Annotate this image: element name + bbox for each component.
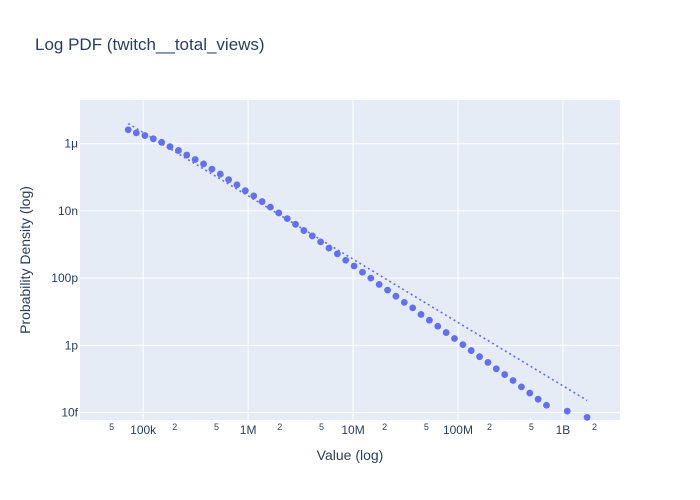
data-point <box>141 132 149 139</box>
data-points-layer <box>124 126 591 421</box>
data-point <box>300 227 308 234</box>
x-tick-label: 5 <box>424 422 429 432</box>
data-point <box>233 181 241 189</box>
y-tick-label: 1p <box>65 338 79 352</box>
data-point <box>451 335 458 342</box>
data-point <box>241 187 249 195</box>
data-point <box>534 395 542 403</box>
y-tick-label: 100p <box>51 271 78 285</box>
data-point <box>367 274 375 282</box>
data-point <box>563 407 571 415</box>
x-tick-label: 5 <box>109 422 114 432</box>
x-tick-label: 2 <box>592 422 597 432</box>
data-point <box>124 126 132 134</box>
data-point <box>400 298 408 306</box>
data-point <box>317 238 325 246</box>
data-point <box>484 359 492 366</box>
data-point <box>258 198 266 205</box>
y-tick-label: 10n <box>58 204 78 218</box>
y-tick-label: 1μ <box>64 137 78 151</box>
data-point <box>359 268 366 276</box>
y-tick-label: 10f <box>61 406 78 420</box>
data-point <box>266 203 274 211</box>
data-point <box>175 147 182 154</box>
data-point <box>434 322 442 330</box>
x-tick-label: 100M <box>443 423 473 437</box>
data-point <box>518 383 525 391</box>
chart-title: Log PDF (twitch__total_views) <box>35 35 265 54</box>
x-tick-label: 2 <box>277 422 282 432</box>
data-point <box>166 143 174 151</box>
data-point <box>200 160 207 168</box>
data-point <box>325 244 333 252</box>
data-point <box>225 176 233 184</box>
data-point <box>191 156 199 163</box>
data-point <box>283 215 291 223</box>
x-tick-label: 1M <box>240 423 257 437</box>
data-point <box>132 129 140 137</box>
x-tick-label: 2 <box>172 422 177 432</box>
x-tick-label: 2 <box>382 422 387 432</box>
x-tick-label: 1B <box>556 423 571 437</box>
data-point <box>509 377 517 384</box>
y-axis-ticks: 10f 1p 100p 10n 1μ <box>51 137 78 420</box>
data-point <box>543 401 550 409</box>
x-tick-label: 5 <box>319 422 324 432</box>
data-point <box>333 250 341 258</box>
x-axis-ticks: 5 100k 2 5 1M 2 5 10M 2 5 100M 2 5 1B 2 <box>109 422 597 437</box>
data-point <box>442 329 450 336</box>
x-tick-label: 5 <box>529 422 534 432</box>
x-tick-label: 10M <box>341 423 364 437</box>
data-point <box>292 220 299 228</box>
data-point <box>183 151 191 159</box>
power-law-fit-line <box>127 122 588 402</box>
data-point <box>526 389 534 397</box>
data-point <box>409 304 417 312</box>
data-point <box>492 365 500 373</box>
x-tick-label: 5 <box>214 422 219 432</box>
data-point <box>158 138 166 146</box>
data-point <box>417 311 425 318</box>
data-point <box>384 286 391 294</box>
data-point <box>149 135 157 143</box>
data-point <box>308 232 316 240</box>
data-point <box>275 209 283 217</box>
data-point <box>375 281 383 288</box>
data-point <box>467 347 475 354</box>
data-point <box>501 371 509 378</box>
data-point <box>342 256 350 264</box>
data-point <box>350 262 358 270</box>
plot-area <box>80 100 620 420</box>
gridlines <box>80 100 620 420</box>
data-point <box>250 192 258 200</box>
data-point <box>216 170 224 178</box>
x-axis-title: Value (log) <box>317 447 384 463</box>
data-point <box>476 353 483 361</box>
x-tick-label: 2 <box>487 422 492 432</box>
data-point <box>392 292 400 300</box>
fit-line-layer <box>127 122 588 402</box>
x-tick-label: 100k <box>130 423 157 437</box>
data-point <box>583 413 591 421</box>
data-point <box>208 165 216 173</box>
data-point <box>459 341 467 349</box>
y-axis-title: Probability Density (log) <box>17 186 33 334</box>
data-point <box>425 316 433 324</box>
